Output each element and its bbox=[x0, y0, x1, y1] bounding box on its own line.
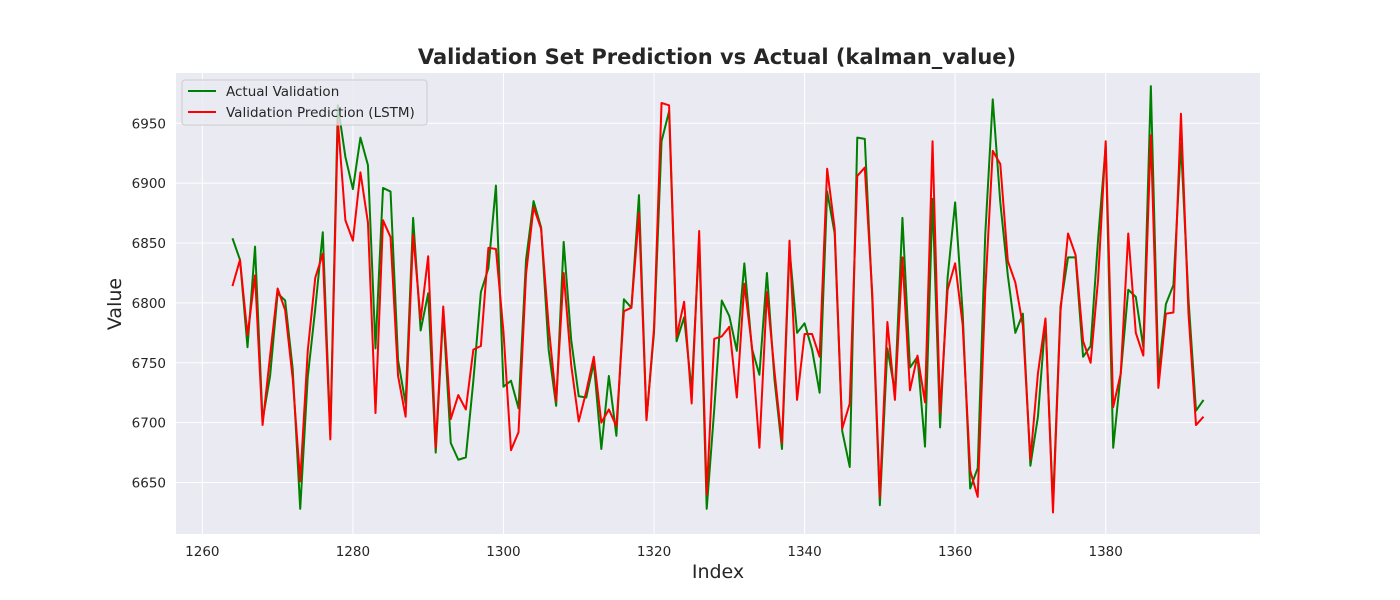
x-tick-label: 1300 bbox=[486, 544, 520, 560]
legend: Actual Validation Validation Prediction … bbox=[181, 79, 428, 126]
x-tick-label: 1380 bbox=[1089, 544, 1123, 560]
chart-title: Validation Set Prediction vs Actual (kal… bbox=[418, 45, 1016, 69]
x-tick-label: 1320 bbox=[637, 544, 671, 560]
y-axis-label: Value bbox=[104, 278, 126, 330]
grid bbox=[176, 73, 1260, 534]
y-tick-label: 6850 bbox=[132, 236, 166, 252]
x-tick-label: 1260 bbox=[185, 544, 219, 560]
y-tick-label: 6650 bbox=[132, 476, 166, 492]
legend-label-prediction: Validation Prediction (LSTM) bbox=[226, 105, 415, 121]
x-tick-label: 1340 bbox=[787, 544, 821, 560]
y-axis: 6650 6700 6750 6800 6850 6900 6950 bbox=[132, 116, 166, 491]
x-axis: 1260 1280 1300 1320 1340 1360 1380 bbox=[185, 544, 1123, 560]
legend-label-actual: Actual Validation bbox=[226, 84, 339, 100]
y-tick-label: 6900 bbox=[132, 176, 166, 192]
y-tick-label: 6950 bbox=[132, 116, 166, 132]
legend-box bbox=[181, 79, 428, 126]
series-line-validation-prediction bbox=[231, 101, 1205, 514]
y-tick-label: 6750 bbox=[132, 356, 166, 372]
y-tick-label: 6700 bbox=[132, 416, 166, 432]
x-axis-label: Index bbox=[692, 561, 744, 583]
y-tick-label: 6800 bbox=[132, 296, 166, 312]
x-tick-label: 1360 bbox=[938, 544, 972, 560]
x-tick-label: 1280 bbox=[336, 544, 370, 560]
series-layer bbox=[231, 85, 1205, 514]
series-line-actual-validation bbox=[231, 85, 1205, 510]
